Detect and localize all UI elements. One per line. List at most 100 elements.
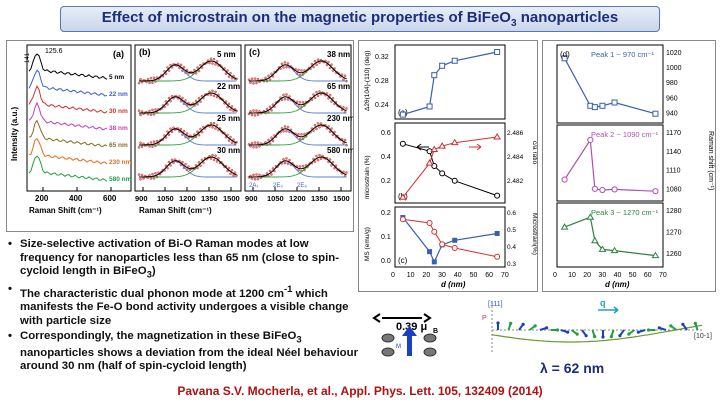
data-point: [250, 77, 254, 81]
spin-arrow-tip: [681, 322, 685, 326]
data-point: [151, 81, 154, 85]
x-tick-label: 1350: [311, 194, 328, 203]
x-tick-label: 1500: [333, 194, 350, 203]
y-tick-label: 0.6: [381, 130, 391, 137]
spin-arrow-tip: [584, 334, 588, 338]
data-point: [215, 160, 219, 163]
peak-point: [651, 251, 660, 259]
x-tick-label: 70: [659, 272, 667, 279]
peak1-label: Peak 1 ~ 970 cm⁻¹: [591, 50, 654, 59]
panel-a-label: (a): [113, 49, 124, 59]
axis-111-label: [111]: [488, 301, 503, 308]
data-point: [148, 145, 151, 148]
ms-point: [452, 237, 458, 243]
data-point: [187, 165, 190, 168]
panel_c-frame: [244, 44, 352, 192]
data-point: [343, 138, 347, 142]
data-point: [167, 160, 171, 164]
data-point: [300, 133, 303, 136]
ms-strain-point: [426, 220, 433, 226]
data-point: [137, 146, 141, 149]
fit-envelope: [139, 124, 237, 146]
mode-label: 2E₃: [273, 183, 283, 189]
data-point: [252, 82, 255, 85]
data-point: [298, 73, 302, 77]
data-point: [253, 177, 257, 181]
fit-envelope: [249, 124, 347, 146]
strain-point: [431, 163, 438, 169]
data-point: [327, 97, 330, 100]
panel-a-frame: [26, 44, 132, 192]
data-point: [255, 81, 258, 85]
data-point: [283, 61, 287, 64]
data-point: [215, 60, 219, 63]
ms-point: [494, 230, 500, 236]
data-point: [316, 122, 320, 125]
spin-arrow-tip: [636, 330, 640, 334]
data-point: [312, 93, 315, 96]
data-point: [256, 141, 260, 145]
x-tick-label: 400: [69, 194, 83, 203]
data-point: [319, 122, 323, 125]
data-point: [312, 65, 315, 69]
x-tick-label: 0: [553, 272, 557, 279]
data-point: [184, 162, 187, 166]
data-point: [140, 110, 144, 113]
ms-strain-point: [431, 228, 438, 235]
ca-line: [402, 136, 498, 198]
panel-d-label: (d): [560, 50, 570, 59]
data-point: [139, 177, 142, 181]
peak-point: [590, 236, 599, 244]
data-point: [328, 130, 332, 134]
panel_b-frame: [134, 44, 242, 192]
data-point: [271, 167, 275, 170]
data-point: [256, 177, 260, 181]
y-tick-label: 1140: [666, 149, 681, 156]
size-label: 65 nm: [327, 82, 350, 91]
y-tick-label: 2.486: [507, 130, 524, 137]
ms-strain-point: [439, 241, 446, 248]
data-point: [166, 166, 169, 170]
data-point: [229, 71, 232, 75]
data-point: [315, 90, 318, 94]
data-point: [301, 164, 305, 168]
shift-point: [494, 49, 501, 56]
x-tick-label: 40: [614, 272, 622, 279]
bullet-item: The characteristic dual phonon mode at 1…: [6, 283, 358, 329]
data-point: [167, 96, 171, 100]
data-point: [215, 95, 219, 99]
q-label: q: [600, 298, 606, 308]
data-point: [164, 136, 168, 139]
right-ylabel: Raman shift (cm⁻¹): [707, 131, 714, 190]
ca-point: [398, 193, 407, 200]
slide-title-bar: Effect of microstrain on the magnetic pr…: [60, 6, 660, 32]
y-tick-label: 0.32: [375, 54, 389, 61]
citation: Pavana S.V. Mocherla, et al., Appl. Phys…: [177, 384, 543, 398]
data-point: [169, 127, 172, 131]
data-point: [214, 63, 217, 66]
data-point: [268, 78, 272, 81]
mode-label: 2A₁: [249, 183, 258, 189]
spin-ring: [423, 333, 437, 343]
x-tick-label: 1350: [201, 194, 218, 203]
data-point: [313, 59, 317, 63]
data-point: [333, 166, 336, 170]
data-point: [197, 69, 201, 73]
data-point: [330, 63, 333, 67]
data-point: [227, 166, 231, 170]
x-tick-label: 20: [422, 272, 430, 279]
data-point: [340, 73, 344, 77]
x-tick-label: 1050: [157, 194, 174, 203]
data-point: [214, 90, 217, 94]
data-point: [181, 160, 184, 164]
data-point: [152, 113, 156, 116]
ms-strain-point: [399, 216, 406, 223]
peak-point: [560, 223, 569, 230]
data-point: [253, 114, 257, 117]
moment-sub: B: [433, 328, 438, 335]
data-point: [297, 68, 300, 72]
data-point: [142, 177, 145, 180]
data-point: [152, 177, 156, 180]
x-tick-label: 0: [391, 272, 395, 279]
data-point: [318, 90, 321, 93]
